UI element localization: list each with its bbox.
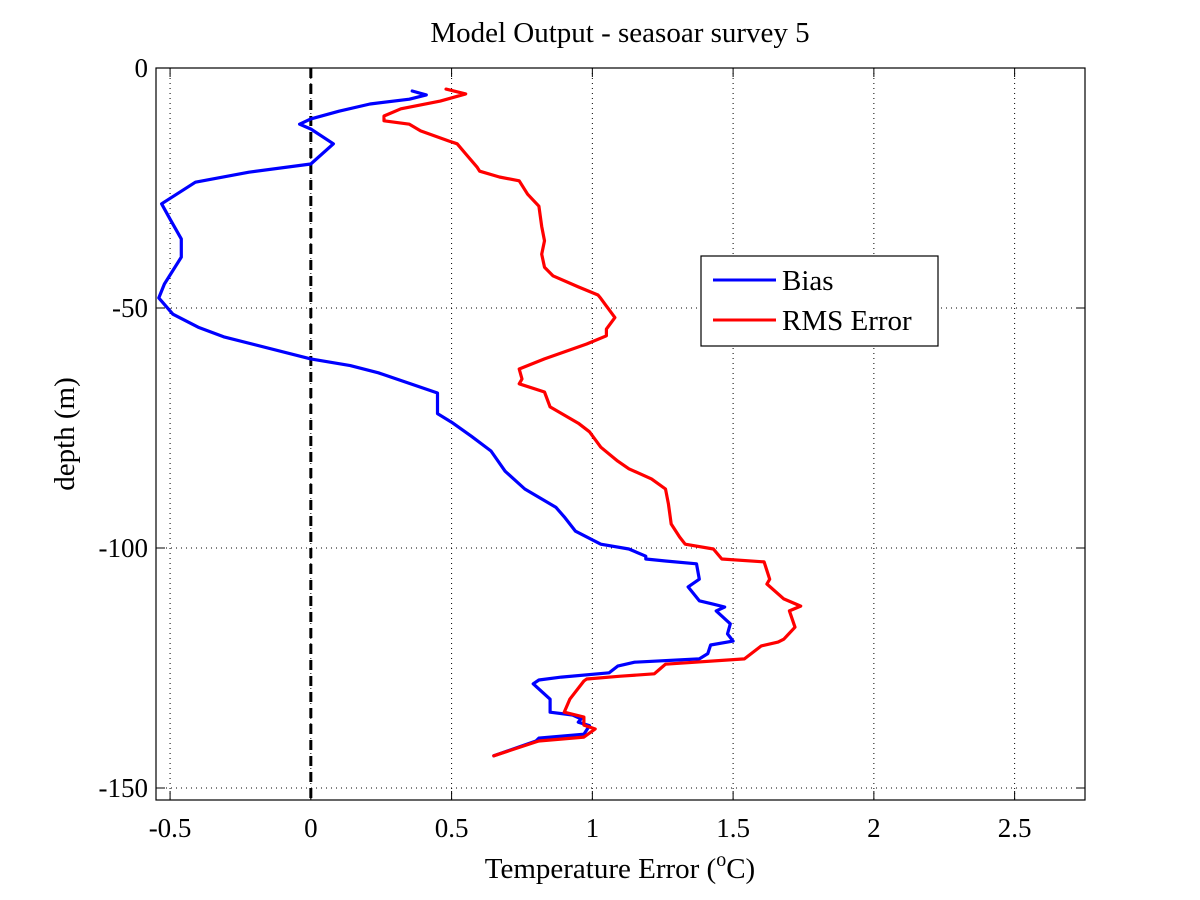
- x-axis-title-main: Temperature Error (: [485, 853, 716, 885]
- legend-box: [700, 255, 939, 347]
- x-tick-label: 0.5: [435, 813, 469, 843]
- series-line-bias: [157, 89, 735, 758]
- x-axis-title: Temperature Error (oC): [485, 849, 755, 885]
- y-tick-label: 0: [135, 53, 149, 83]
- plot-area-frame: [155, 67, 1086, 801]
- series-lines: [157, 87, 803, 758]
- y-tick-label: -150: [99, 773, 149, 803]
- legend-label-rms-error: RMS Error: [782, 305, 912, 337]
- y-axis-title: depth (m): [49, 377, 81, 491]
- x-tick-labels: -0.5 0 0.5 1 1.5 2 2.5: [149, 813, 1032, 843]
- x-tick-label: 1.5: [716, 813, 750, 843]
- y-tick-labels: 0 -50 -100 -150: [99, 53, 149, 803]
- x-tick-label: 2.5: [998, 813, 1032, 843]
- x-axis-title-superscript: o: [716, 849, 726, 871]
- x-tick-label: 0: [304, 813, 318, 843]
- x-tick-label: 1: [586, 813, 600, 843]
- series-line-rms-error: [382, 87, 803, 758]
- x-axis-title-end: C): [726, 853, 755, 885]
- x-tick-label: -0.5: [149, 813, 192, 843]
- legend-label-bias: Bias: [782, 265, 834, 297]
- legend: Bias RMS Error: [700, 255, 939, 347]
- y-tick-label: -100: [99, 533, 149, 563]
- chart-title: Model Output - seasoar survey 5: [430, 17, 809, 49]
- axis-ticks: [156, 67, 1085, 800]
- y-tick-label: -50: [112, 293, 148, 323]
- x-tick-label: 2: [867, 813, 881, 843]
